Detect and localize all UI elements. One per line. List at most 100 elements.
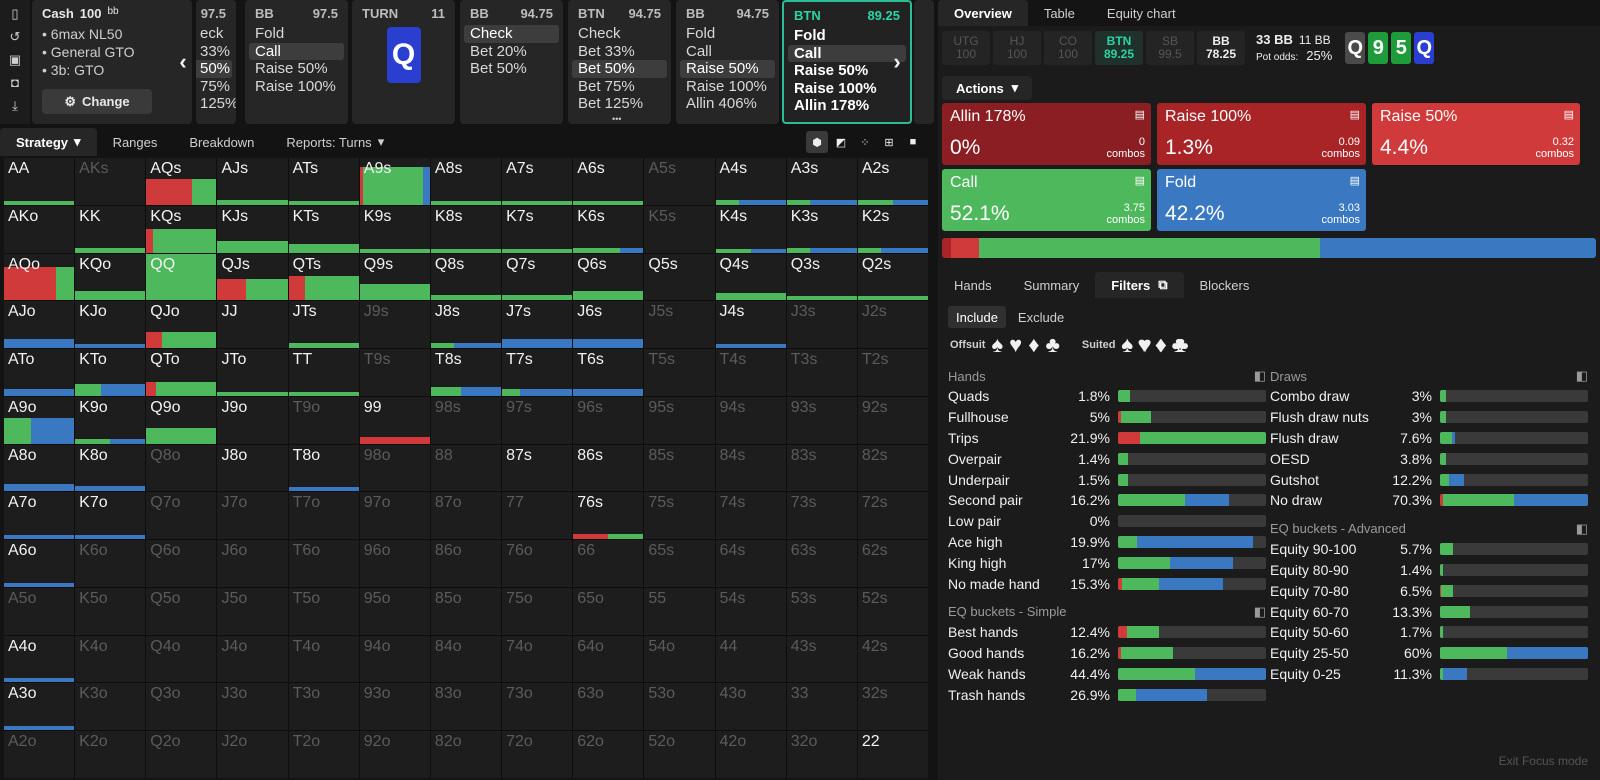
hand-cell[interactable]: A7o (4, 492, 75, 540)
action-option[interactable]: Bet 50% (572, 60, 667, 78)
stat-row[interactable]: Flush draw 7.6% (1270, 428, 1588, 449)
hand-cell[interactable]: A9o (4, 396, 75, 444)
tab-table[interactable]: Table (1043, 5, 1075, 21)
hand-cell[interactable]: J9s (359, 301, 430, 349)
hand-cell[interactable]: Q7o (146, 492, 217, 540)
hand-cell[interactable]: TT (288, 349, 359, 396)
hand-cell[interactable]: QJo (146, 301, 217, 349)
hand-cell[interactable]: K5s (644, 205, 715, 253)
stat-row[interactable]: Low pair 0% (948, 511, 1266, 532)
hand-cell[interactable]: J4o (217, 635, 288, 683)
hand-cell[interactable]: K7o (75, 492, 146, 540)
grid-icon[interactable]: ⊞ (884, 136, 894, 149)
hand-cell[interactable]: T8o (288, 444, 359, 492)
hand-cell[interactable]: A3o (4, 683, 75, 731)
history-card-peek[interactable] (914, 0, 934, 124)
hand-cell[interactable]: J8o (217, 444, 288, 492)
stat-row[interactable]: Weak hands 44.4% (948, 664, 1266, 685)
hand-cell[interactable]: K9o (75, 396, 146, 444)
hand-cell[interactable]: AKs (75, 158, 146, 205)
action-option[interactable]: Check (578, 25, 621, 42)
hand-cell[interactable]: 72s (857, 492, 928, 540)
offsuit-heart-icon[interactable]: ♥ (1009, 332, 1023, 357)
stat-row[interactable]: Good hands 16.2% (948, 643, 1266, 664)
hand-cell[interactable]: T2o (288, 731, 359, 778)
hand-cell[interactable]: T2s (857, 349, 928, 396)
action-box-allin-178-[interactable]: Allin 178% 0% 0 combos ▤ (942, 103, 1151, 165)
stat-row[interactable]: Trips 21.9% (948, 428, 1266, 449)
stat-row[interactable]: Fullhouse 5% (948, 407, 1266, 428)
hand-cell[interactable]: K9s (359, 205, 430, 253)
hand-cell[interactable]: AA (4, 158, 75, 205)
hand-cell[interactable]: T5o (288, 587, 359, 635)
hand-cell[interactable]: 86o (430, 540, 502, 587)
hand-cell[interactable]: J7s (502, 301, 573, 349)
hand-cell[interactable]: K8s (430, 205, 502, 253)
hand-cell[interactable]: 74s (715, 492, 786, 540)
tab-hands[interactable]: Hands (938, 272, 1008, 298)
hand-cell[interactable]: 55 (644, 587, 715, 635)
hand-cell[interactable]: 42o (715, 731, 786, 778)
hand-cell[interactable]: 95s (644, 396, 715, 444)
position-hj[interactable]: HJ 100 (993, 31, 1041, 65)
stat-row[interactable]: Equity 50-60 1.7% (1270, 622, 1588, 643)
hand-cell[interactable]: 52s (857, 587, 928, 635)
hand-cell[interactable]: 54s (715, 587, 786, 635)
history-card-0[interactable]: 97.5 eck 33% 50% 75% 125% (196, 0, 236, 124)
hand-cell[interactable]: 76s (573, 492, 644, 540)
prev-arrow[interactable]: ‹ (179, 49, 187, 74)
hand-cell[interactable]: 88 (430, 444, 502, 492)
hand-cell[interactable]: 53s (786, 587, 857, 635)
tab-filters[interactable]: Filters ⧉ (1095, 272, 1184, 298)
history-card-4[interactable]: BTN 94.75 Check Bet 33% Bet 50% Bet 75% Bet 12… (568, 0, 671, 124)
hand-cell[interactable]: J2s (857, 301, 928, 349)
action-option[interactable]: Allin 178% (794, 97, 870, 114)
hand-cell[interactable]: 93s (786, 396, 857, 444)
hand-cell[interactable]: KJs (217, 205, 288, 253)
hand-cell[interactable]: 54o (644, 635, 715, 683)
tab-summary[interactable]: Summary (1008, 272, 1096, 298)
cube-icon[interactable]: ⬢ (806, 131, 828, 153)
action-option[interactable]: Allin 406% (686, 95, 757, 112)
hand-cell[interactable]: 92s (857, 396, 928, 444)
hand-cell[interactable]: Q5s (644, 253, 715, 301)
hand-cell[interactable]: KQs (146, 205, 217, 253)
position-utg[interactable]: UTG 100 (942, 31, 990, 65)
collapse-icon[interactable]: ◧ (1253, 603, 1266, 619)
hand-cell[interactable]: 74o (502, 635, 573, 683)
hand-cell[interactable]: A4s (715, 158, 786, 205)
hand-cell[interactable]: 73o (502, 683, 573, 731)
tab-ranges[interactable]: Ranges (97, 128, 174, 156)
hand-cell[interactable]: 96s (573, 396, 644, 444)
square-icon[interactable]: ■ (909, 136, 917, 148)
hand-cell[interactable]: J3o (217, 683, 288, 731)
actions-dropdown[interactable]: Actions ▾ (942, 76, 1033, 100)
hand-cell[interactable]: AJo (4, 301, 75, 349)
action-option[interactable]: eck (200, 25, 224, 42)
hand-cell[interactable]: A5o (4, 587, 75, 635)
hand-cell[interactable]: 96o (359, 540, 430, 587)
hand-cell[interactable]: K6s (573, 205, 644, 253)
action-option[interactable]: Fold (686, 25, 716, 42)
hand-cell[interactable]: T9o (288, 396, 359, 444)
hand-cell[interactable]: 93o (359, 683, 430, 731)
notes-icon[interactable]: ▤ (1349, 175, 1360, 187)
hand-cell[interactable]: AQo (4, 253, 75, 301)
history-card-3[interactable]: BB 94.75 Check Bet 20% Bet 50% (460, 0, 563, 124)
offsuit-club-icon[interactable]: ♣ (1045, 332, 1060, 357)
hand-cell[interactable]: 73s (786, 492, 857, 540)
hand-cell[interactable]: T4o (288, 635, 359, 683)
hand-cell[interactable]: 83s (786, 444, 857, 492)
stat-row[interactable]: Underpair 1.5% (948, 469, 1266, 490)
hand-cell[interactable]: AQs (146, 158, 217, 205)
hand-cell[interactable]: 75s (644, 492, 715, 540)
hand-cell[interactable]: T3s (786, 349, 857, 396)
hand-cell[interactable]: 85o (430, 587, 502, 635)
hand-cell[interactable]: K4o (75, 635, 146, 683)
stat-row[interactable]: Equity 90-100 5.7% (1270, 539, 1588, 560)
hand-cell[interactable]: QQ (146, 253, 217, 301)
hand-cell[interactable]: T6s (573, 349, 644, 396)
tab-overview[interactable]: Overview (938, 0, 1028, 26)
hand-cell[interactable]: 22 (857, 731, 928, 778)
hand-cell[interactable]: J6s (573, 301, 644, 349)
